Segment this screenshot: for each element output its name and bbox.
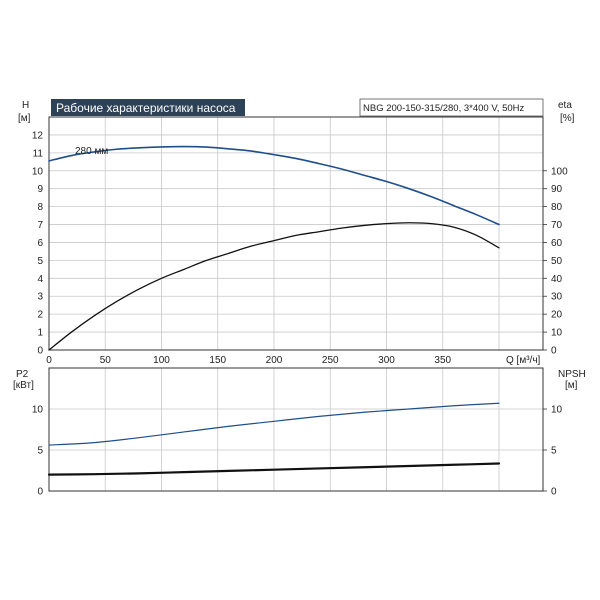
left-tick-label: 1 bbox=[37, 328, 43, 339]
series-line-1 bbox=[47, 462, 501, 476]
right-tick-label: 50 bbox=[551, 256, 563, 267]
left-tick-label: 5 bbox=[37, 256, 43, 267]
left-tick-label: 11 bbox=[33, 148, 44, 159]
x-tick-label: 250 bbox=[322, 355, 339, 366]
x-tick-label: 0 bbox=[46, 355, 52, 366]
x-axis-label: Q [м³/ч] bbox=[506, 355, 541, 366]
chart-title: Рабочие характеристики насоса bbox=[56, 101, 236, 115]
right-tick-label: 70 bbox=[551, 220, 563, 231]
model-label-box bbox=[359, 98, 544, 117]
left-tick-label: 3 bbox=[37, 292, 43, 303]
bottom-grid bbox=[48, 368, 543, 492]
model-label: NBG 200-150-315/280, 3*400 V, 50Hz bbox=[363, 103, 525, 114]
left-tick-label: 6 bbox=[37, 238, 43, 249]
bottom-left-axis-label-top: P2 bbox=[16, 369, 29, 380]
right-axis-label-top: eta bbox=[558, 100, 572, 111]
right-tick-label: 80 bbox=[551, 202, 563, 213]
left-tick-label: 2 bbox=[37, 310, 43, 321]
left-tick-label: 0 bbox=[37, 487, 43, 498]
series-line-0 bbox=[48, 145, 500, 226]
right-tick-label: 0 bbox=[551, 487, 557, 498]
top-plot-frame bbox=[48, 116, 544, 351]
left-axis-label-unit: [м] bbox=[18, 113, 31, 124]
left-tick-label: 5 bbox=[37, 446, 43, 457]
top-grid bbox=[48, 117, 543, 351]
x-tick-label: 300 bbox=[378, 355, 395, 366]
right-tick-label: 10 bbox=[551, 328, 563, 339]
right-tick-label: 0 bbox=[551, 346, 557, 357]
right-tick-label: 30 bbox=[551, 292, 563, 303]
x-tick-label: 150 bbox=[209, 355, 226, 366]
series-line-0 bbox=[48, 402, 500, 446]
bottom-right-axis-label-unit: [м] bbox=[565, 380, 578, 391]
bottom-series bbox=[47, 402, 501, 476]
x-tick-label: 200 bbox=[266, 355, 283, 366]
left-tick-label: 8 bbox=[37, 202, 43, 213]
right-tick-label: 90 bbox=[551, 184, 563, 195]
x-tick-label: 350 bbox=[434, 355, 451, 366]
right-tick-label: 40 bbox=[551, 274, 563, 285]
right-tick-label: 10 bbox=[551, 405, 563, 416]
x-tick-label: 50 bbox=[100, 355, 112, 366]
right-tick-label: 100 bbox=[551, 166, 568, 177]
right-tick-label: 60 bbox=[551, 238, 563, 249]
series-line-1 bbox=[48, 222, 500, 351]
right-axis-label-unit: [%] bbox=[560, 113, 575, 124]
bottom-left-axis-label-unit: [кВт] bbox=[13, 380, 34, 391]
right-tick-label: 20 bbox=[551, 310, 563, 321]
left-tick-label: 10 bbox=[32, 166, 44, 177]
top-series bbox=[48, 145, 500, 351]
right-tick-label: 5 bbox=[551, 446, 557, 457]
left-tick-label: 0 bbox=[37, 346, 43, 357]
left-tick-label: 10 bbox=[32, 405, 44, 416]
left-tick-label: 9 bbox=[37, 184, 43, 195]
x-tick-label: 100 bbox=[153, 355, 170, 366]
head-efficiency-panel: H [м] eta [%] Рабочие характеристики нас… bbox=[18, 98, 575, 366]
left-tick-label: 12 bbox=[32, 130, 44, 141]
left-tick-label: 4 bbox=[37, 274, 43, 285]
series-label-280mm: 280 мм bbox=[75, 146, 108, 157]
title-box bbox=[51, 99, 245, 116]
left-axis-label-top: H bbox=[22, 100, 29, 111]
bottom-right-axis-label-top: NPSH bbox=[558, 369, 586, 380]
left-tick-label: 7 bbox=[37, 220, 43, 231]
bottom-plot-frame bbox=[48, 367, 544, 492]
power-npsh-panel: P2 [кВт] NPSH [м] 0 5 10 0 5 10 bbox=[13, 367, 586, 498]
bottom-ticks: 0 5 10 0 5 10 bbox=[32, 405, 563, 498]
